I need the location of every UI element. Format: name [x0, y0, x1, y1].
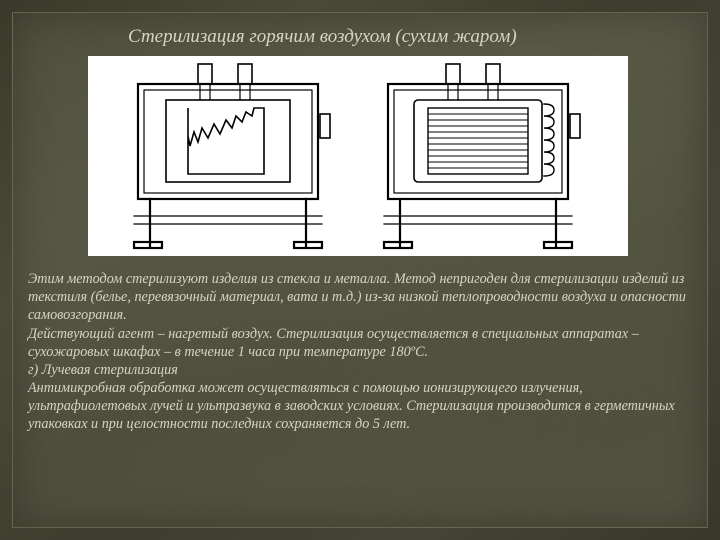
- page-title: Стерилизация горячим воздухом (сухим жар…: [128, 26, 692, 48]
- body-paragraph-2: Действующий агент – нагретый воздух. Сте…: [28, 325, 692, 361]
- body-paragraph-4: Антимикробная обработка может осуществля…: [28, 379, 692, 434]
- body-paragraph-1: Этим методом стерилизуют изделия из стек…: [28, 270, 692, 325]
- body-paragraph-3: г) Лучевая стерилизация: [28, 361, 692, 379]
- sterilizer-diagram-icon: [88, 56, 628, 256]
- diagram-container: [88, 56, 628, 256]
- body-text-block: Этим методом стерилизуют изделия из стек…: [28, 270, 692, 434]
